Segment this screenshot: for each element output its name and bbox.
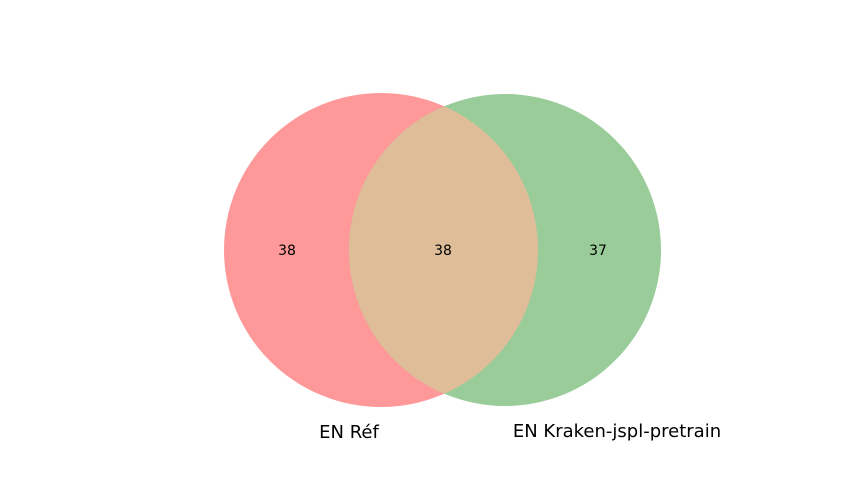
set-b-label: EN Kraken-jspl-pretrain: [513, 421, 721, 442]
set-b-only-count: 37: [589, 243, 607, 259]
intersection-region: [349, 94, 538, 406]
set-a-label: EN Réf: [319, 422, 379, 443]
set-a-only-count: 38: [278, 243, 296, 259]
intersection-count: 38: [434, 243, 452, 259]
